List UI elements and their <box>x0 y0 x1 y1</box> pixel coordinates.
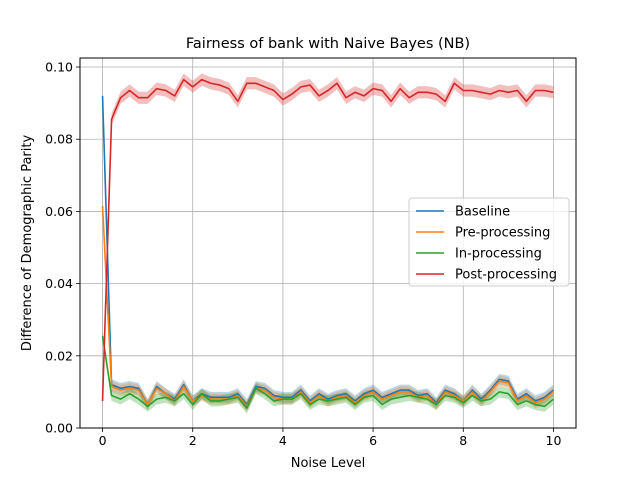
y-tick-label: 0.00 <box>45 421 73 436</box>
legend-box <box>408 197 570 287</box>
y-axis-label: Difference of Demographic Parity <box>20 135 35 352</box>
legend: Baseline Pre-processing In-processing Post-… <box>408 197 570 287</box>
line-in-processing <box>101 335 554 409</box>
x-axis-label: Noise Level <box>291 456 366 471</box>
x-tick-label: 2 <box>189 433 197 448</box>
legend-label: Post-processing <box>455 268 557 283</box>
y-tick-label: 0.04 <box>45 276 73 291</box>
y-tick-label: 0.10 <box>45 60 73 75</box>
plot-frame <box>79 57 577 429</box>
series-lines <box>101 78 554 409</box>
y-tick-label: 0.02 <box>45 348 73 363</box>
x-tick-label: 6 <box>369 433 377 448</box>
x-tick-label: 8 <box>459 433 467 448</box>
x-tick-label: 10 <box>546 433 562 448</box>
y-tick-label: 0.06 <box>45 204 73 219</box>
line-baseline <box>101 95 554 406</box>
legend-label: Baseline <box>455 205 510 220</box>
line-post-processing <box>101 78 554 401</box>
y-tick-label: 0.08 <box>45 132 73 147</box>
x-axis-ticks: 0 2 4 6 8 10 <box>99 428 562 448</box>
chart-title: Fairness of bank with Naive Bayes (NB) <box>186 36 470 52</box>
y-axis-ticks: 0.00 0.02 0.04 0.06 0.08 0.10 <box>45 60 80 436</box>
legend-label: Pre-processing <box>455 226 550 241</box>
band-baseline <box>102 90 554 410</box>
x-tick-label: 4 <box>279 433 287 448</box>
legend-label: In-processing <box>455 247 542 262</box>
x-tick-label: 0 <box>99 433 107 448</box>
